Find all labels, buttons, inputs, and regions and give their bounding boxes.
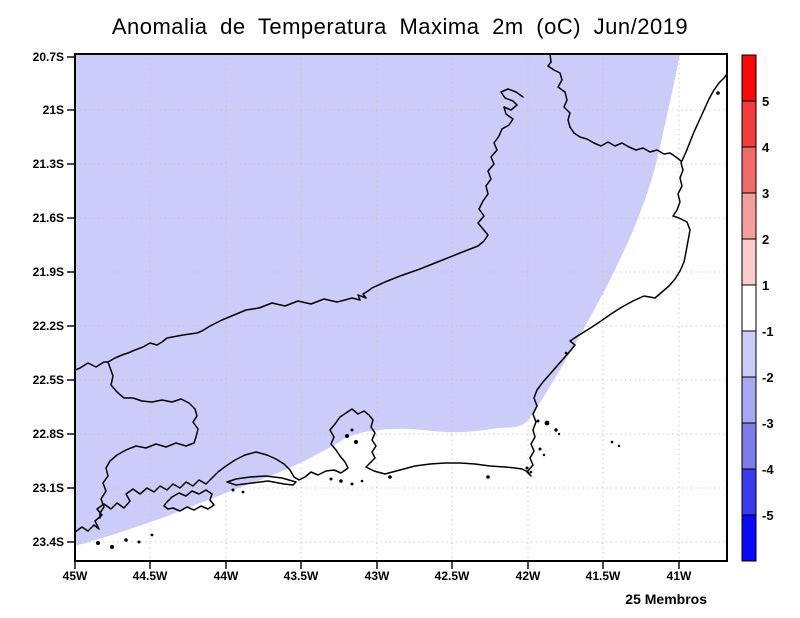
colorbar-tick-label: -5 [762, 508, 774, 523]
lon-axis-labels: 45W 44.5W 44W 43.5W 43W 42.5W 42W 41.5W … [63, 569, 692, 583]
colorbar-segment [741, 54, 757, 102]
restinga-spit-outline [226, 475, 297, 486]
ilha-grande-outline [163, 489, 215, 512]
colorbar-tick-label: -3 [762, 416, 774, 431]
lat-tick-label: 21.3S [33, 157, 64, 171]
lon-tick-label: 42.5W [435, 569, 470, 583]
state-border-rj-sp [99, 361, 199, 519]
ensemble-members-label: 25 Membros [625, 591, 707, 607]
colorbar-segment [741, 146, 757, 194]
lon-tick-label: 43.5W [284, 569, 319, 583]
chart-title: Anomalia de Temperatura Maxima 2m (oC) J… [112, 14, 688, 39]
colorbar-tick-label: 2 [762, 232, 769, 247]
lat-tick-label: 23.4S [33, 535, 64, 549]
lat-tick-label: 22.5S [33, 373, 64, 387]
colorbar-tick-label: 3 [762, 186, 769, 201]
colorbar-segment [741, 468, 757, 516]
lon-tick-label: 44.5W [133, 569, 168, 583]
state-border-rj-mg [75, 88, 524, 371]
lon-tick-label: 41.5W [586, 569, 621, 583]
colorbar-tick-label: -2 [762, 370, 774, 385]
lon-tick-label: 43W [365, 569, 390, 583]
lat-tick-label: 22.8S [33, 427, 64, 441]
lon-tick-label: 42W [516, 569, 541, 583]
colorbar-segment [741, 238, 757, 286]
colorbar-segment [741, 330, 757, 378]
lon-tick-label: 44W [214, 569, 239, 583]
lat-tick-label: 22.2S [33, 319, 64, 333]
colorbar-tick-label: -1 [762, 324, 774, 339]
colorbar-segment [741, 514, 757, 562]
colorbar-segment [741, 376, 757, 424]
axis-ticks [67, 56, 680, 569]
state-border-rj-es [569, 126, 682, 162]
lat-tick-label: 20.7S [33, 50, 64, 64]
lat-tick-label: 21.9S [33, 265, 64, 279]
colorbar-tick-label: 4 [762, 140, 770, 155]
plot-border [74, 53, 728, 562]
lon-tick-label: 45W [63, 569, 88, 583]
colorbar-tick-label: 5 [762, 94, 769, 109]
state-border-mg-es [547, 54, 571, 128]
lat-tick-label: 23.1S [33, 481, 64, 495]
colorbar-segment [741, 192, 757, 240]
lat-tick-label: 21.6S [33, 211, 64, 225]
coastline [75, 73, 727, 533]
lat-tick-label: 21S [43, 103, 64, 117]
colorbar-segment [741, 100, 757, 148]
lon-tick-label: 41W [667, 569, 692, 583]
islands [96, 91, 720, 549]
map-outlines [75, 54, 727, 549]
colorbar-tick-label: 1 [762, 278, 769, 293]
colorbar: 5 4 3 2 1 -1 -2 -3 -4 -5 [741, 54, 774, 562]
colorbar-segment [741, 422, 757, 470]
lat-axis-labels: 20.7S 21S 21.3S 21.6S 21.9S 22.2S 22.5S … [33, 50, 64, 549]
graticule [75, 54, 727, 561]
colorbar-tick-label: -4 [762, 462, 774, 477]
colorbar-segment [741, 284, 757, 332]
